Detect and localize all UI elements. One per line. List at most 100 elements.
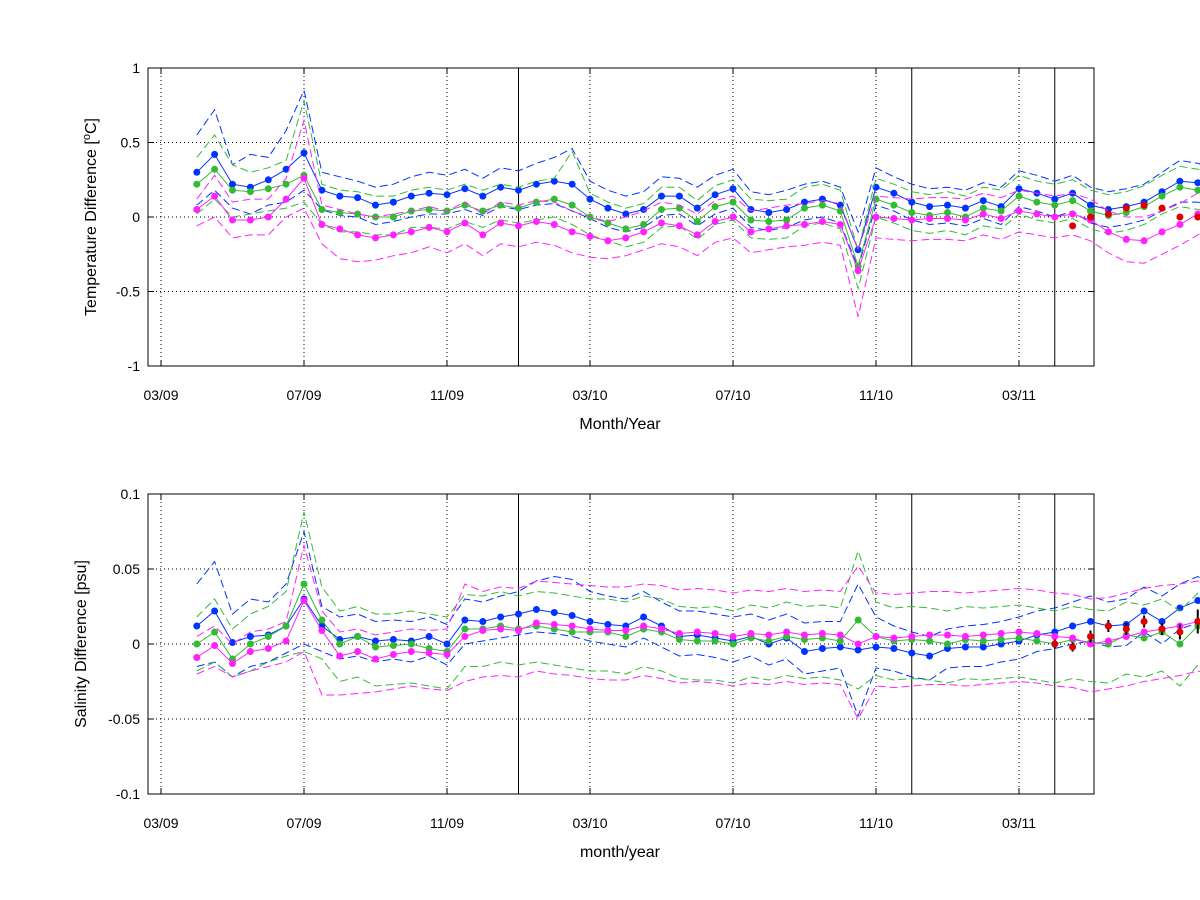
- magenta-series-point: [497, 625, 505, 633]
- magenta-series-point: [246, 216, 254, 224]
- x-tick-label: 03/10: [572, 387, 607, 403]
- magenta-series-point: [264, 213, 272, 221]
- magenta-series-point: [997, 630, 1005, 637]
- blue-series-point: [193, 168, 201, 176]
- y-tick-label: 1: [132, 60, 140, 76]
- green-series-point: [1033, 637, 1041, 645]
- blue-series-point: [407, 192, 415, 200]
- magenta-series-point: [836, 221, 844, 228]
- magenta-series-point: [193, 654, 201, 661]
- magenta-series-point: [211, 642, 219, 649]
- green-series-point: [1087, 207, 1094, 215]
- magenta-series-point: [586, 232, 594, 240]
- magenta-series-point: [890, 634, 898, 642]
- green-series-point: [389, 642, 397, 649]
- magenta-series-point: [1051, 213, 1059, 221]
- red-series-point: [1104, 210, 1112, 218]
- x-tick-label: 03/11: [1002, 387, 1036, 403]
- green-series-point: [1015, 192, 1023, 200]
- magenta-series-point: [336, 225, 344, 233]
- magenta-series-point: [246, 648, 254, 655]
- green-series-point: [282, 622, 290, 630]
- magenta-series-point: [1104, 637, 1112, 645]
- magenta-series-point: [229, 660, 236, 667]
- magenta-series-point: [1140, 628, 1148, 636]
- green-series-point: [1015, 634, 1023, 642]
- y-tick-label: -1: [128, 358, 141, 374]
- blue-series-point: [443, 191, 451, 199]
- magenta-series-point: [1015, 207, 1023, 215]
- red-series-point: [1104, 622, 1112, 630]
- green-series-point: [926, 637, 934, 645]
- blue-series-lower-band: [196, 622, 1200, 718]
- magenta-series-point: [425, 223, 433, 231]
- green-series-point: [783, 216, 791, 224]
- magenta-series-point: [568, 228, 576, 236]
- magenta-series-point: [318, 627, 326, 634]
- magenta-series-upper-band: [196, 118, 1200, 252]
- magenta-series-point: [908, 633, 916, 640]
- blue-series-point: [532, 606, 540, 613]
- magenta-series-point: [818, 218, 826, 225]
- magenta-series-point: [1069, 210, 1077, 218]
- magenta-series-point: [407, 228, 415, 236]
- magenta-series-upper-band: [196, 544, 1200, 645]
- blue-series-point: [193, 622, 201, 630]
- green-series-line: [196, 168, 1200, 268]
- green-series-lower-band: [196, 198, 1200, 291]
- y-tick-label: 0.5: [121, 135, 141, 151]
- magenta-series-point: [300, 174, 308, 182]
- green-series-point: [1140, 634, 1148, 642]
- green-series-point: [997, 207, 1005, 215]
- magenta-series-point: [479, 231, 487, 239]
- green-series-point: [461, 625, 469, 633]
- magenta-series-point: [890, 215, 898, 222]
- magenta-series-point: [604, 627, 612, 634]
- red-series-point: [1140, 618, 1148, 625]
- magenta-series-point: [729, 213, 737, 221]
- green-series-point: [711, 203, 719, 211]
- green-series-point: [711, 637, 719, 645]
- green-series-point: [1176, 183, 1184, 191]
- green-series-point: [568, 201, 576, 209]
- blue-series-point: [211, 607, 219, 615]
- green-series-point: [801, 204, 808, 212]
- green-series-point: [1158, 192, 1166, 200]
- green-series-point: [1033, 198, 1041, 206]
- green-series-upper-band: [196, 100, 1200, 252]
- magenta-series-point: [658, 219, 665, 227]
- magenta-series-point: [926, 215, 934, 222]
- magenta-series-point: [1104, 228, 1112, 236]
- green-series-point: [354, 633, 362, 640]
- blue-series-point: [711, 191, 719, 199]
- magenta-series-point: [479, 627, 487, 634]
- blue-series-point: [568, 612, 576, 619]
- blue-series-point: [1140, 607, 1148, 615]
- magenta-series-point: [711, 630, 719, 637]
- y-tick-label: 0: [132, 209, 140, 225]
- blue-series-point: [443, 640, 451, 648]
- x-tick-label: 11/10: [859, 387, 893, 403]
- blue-series-point: [425, 189, 433, 197]
- magenta-series-point: [354, 231, 362, 239]
- magenta-series-point: [747, 228, 755, 236]
- blue-series-point: [568, 180, 576, 188]
- green-series-point: [658, 206, 665, 213]
- magenta-series-point: [801, 221, 808, 228]
- red-series-point: [1176, 628, 1184, 636]
- blue-series-point: [801, 648, 808, 655]
- magenta-series-point: [979, 210, 987, 218]
- blue-series-line: [196, 598, 1200, 657]
- magenta-series-point: [961, 633, 969, 640]
- magenta-series-point: [979, 631, 987, 639]
- green-series-point: [532, 198, 540, 206]
- blue-series-point: [515, 186, 522, 194]
- green-series-point: [372, 643, 379, 651]
- blue-series-point: [497, 183, 505, 191]
- magenta-series-point: [568, 622, 576, 630]
- magenta-series-point: [1015, 628, 1023, 636]
- magenta-series-point: [372, 655, 379, 663]
- magenta-series-point: [944, 631, 951, 639]
- magenta-series-point: [354, 648, 362, 655]
- green-series-point: [693, 637, 701, 645]
